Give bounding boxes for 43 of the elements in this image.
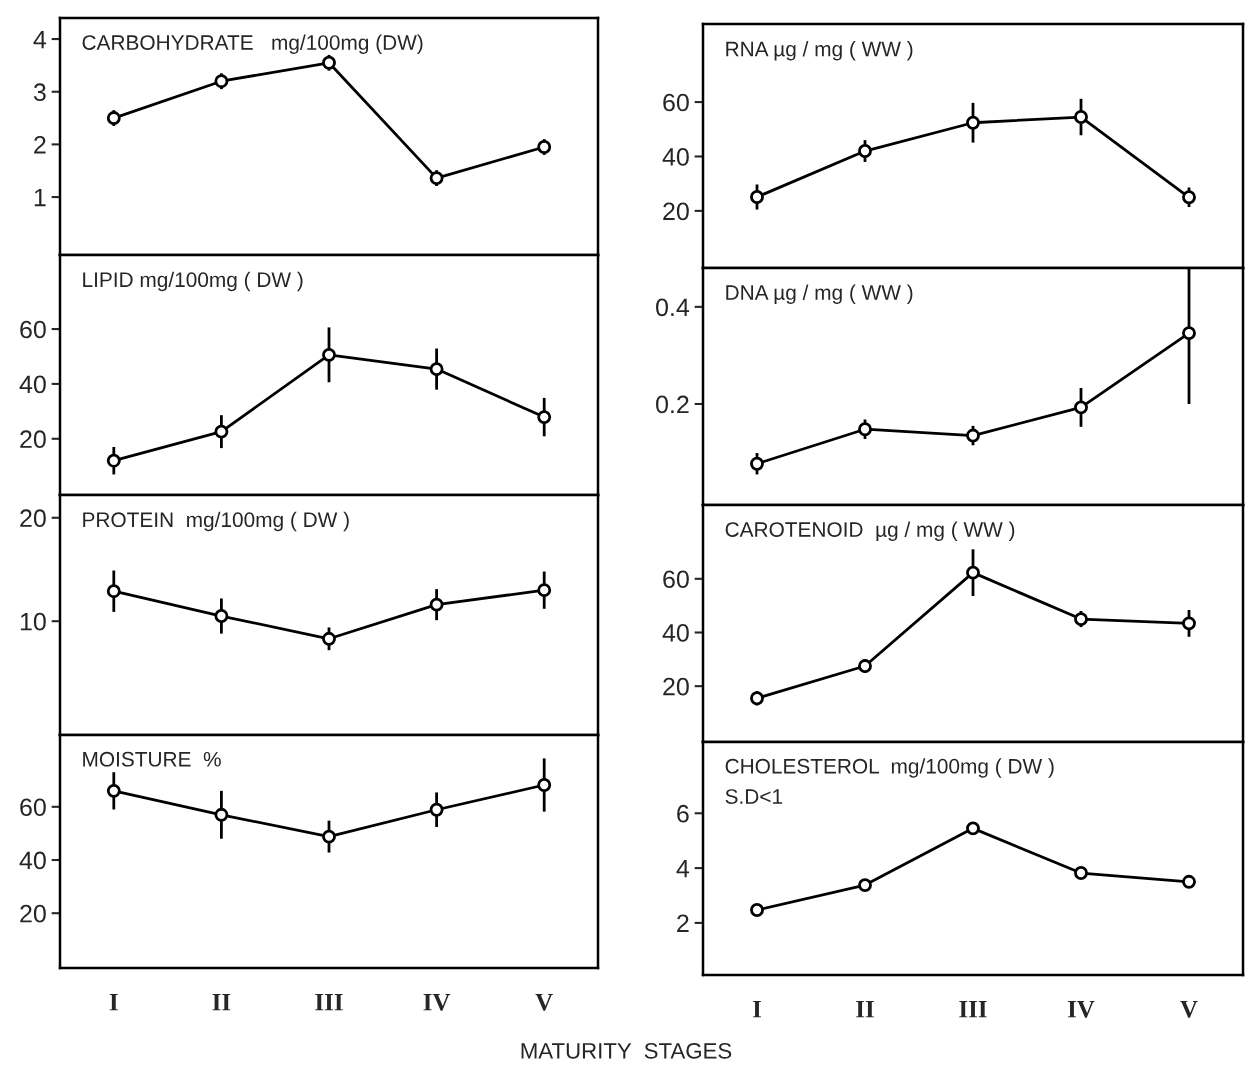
y-tick-label: 60 bbox=[663, 570, 689, 589]
y-tick-label: 40 bbox=[662, 148, 689, 166]
y-tick-label: 60 bbox=[20, 798, 46, 817]
y-tick-label: 6 bbox=[677, 804, 689, 823]
x-tick-label: V bbox=[1180, 1000, 1198, 1018]
y-tick-label: 10 bbox=[20, 612, 46, 631]
x-tick-label: II bbox=[212, 993, 231, 1011]
annotation: S.D<1 bbox=[725, 789, 783, 804]
y-tick-label: 3 bbox=[33, 83, 46, 102]
x-tick-label: III bbox=[315, 993, 343, 1011]
x-tick-label: I bbox=[752, 1000, 762, 1018]
x-axis-title: MATURITY STAGES bbox=[521, 1042, 732, 1059]
y-tick-label: 60 bbox=[20, 320, 46, 339]
y-tick-label: 40 bbox=[19, 375, 46, 394]
x-tick-label: I bbox=[109, 993, 118, 1011]
x-tick-label: V bbox=[535, 993, 553, 1011]
y-tick-label: 1 bbox=[34, 188, 46, 207]
text: CHOLESTEROL mg/100mg ( DW ) bbox=[725, 758, 1054, 778]
text: RNA µg / mg ( WW ) bbox=[726, 41, 913, 61]
y-tick-label: 20 bbox=[20, 430, 46, 449]
text: LIPID mg/100mg ( DW ) bbox=[83, 271, 303, 292]
y-tick-label: 0.4 bbox=[656, 298, 690, 317]
text: MOISTURE % bbox=[83, 751, 221, 767]
y-tick-label: 20 bbox=[20, 509, 46, 528]
y-tick-label: 40 bbox=[19, 851, 46, 870]
x-tick-label: IV bbox=[1067, 1000, 1095, 1018]
y-tick-label: 0.2 bbox=[656, 395, 689, 414]
y-tick-label: 40 bbox=[662, 624, 689, 642]
text: DNA µg / mg ( WW ) bbox=[726, 284, 913, 305]
x-tick-label: III bbox=[959, 1000, 987, 1018]
text: CARBOHYDRATE mg/100mg (DW) bbox=[82, 34, 423, 55]
x-tick-label: II bbox=[856, 1000, 874, 1018]
text: PROTEIN mg/100mg ( DW ) bbox=[83, 511, 349, 532]
y-tick-label: 2 bbox=[34, 136, 46, 154]
y-tick-label: 2 bbox=[677, 914, 689, 932]
y-tick-label: 20 bbox=[663, 202, 689, 221]
y-tick-label: 4 bbox=[33, 30, 47, 49]
y-tick-label: 20 bbox=[20, 904, 46, 923]
y-tick-label: 20 bbox=[663, 677, 689, 696]
x-tick-label: IV bbox=[423, 993, 451, 1011]
text: CAROTENOID µg / mg ( WW ) bbox=[725, 521, 1015, 542]
y-tick-label: 60 bbox=[663, 93, 689, 112]
y-tick-label: 4 bbox=[676, 859, 690, 878]
